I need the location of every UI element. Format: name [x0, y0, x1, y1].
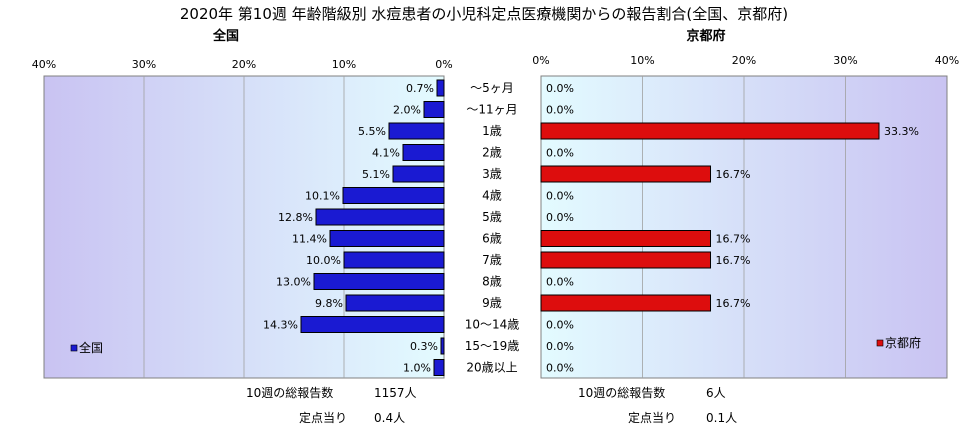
left-bar [423, 101, 445, 118]
left-tick-label: 30% [132, 58, 156, 71]
right-bar [540, 294, 712, 312]
left-bar [402, 144, 445, 161]
right-data-label: 16.7% [716, 233, 751, 246]
right-data-label: 0.0% [546, 104, 574, 117]
right-data-label: 0.0% [546, 276, 574, 289]
left-data-label: 5.1% [362, 168, 390, 181]
left-data-label: 9.8% [315, 297, 343, 310]
chart-title: 2020年 第10週 年齢階級別 水痘患者の小児科定点医療機関からの報告割合(全… [180, 5, 788, 23]
right-legend-label: 京都府 [885, 335, 921, 350]
category-label: ～11ヶ月 [466, 103, 517, 117]
right-axis-ticks: 0% 10% 20% 30% 40% [532, 54, 959, 67]
left-tick-label: 0% [435, 58, 452, 71]
right-data-label: 0.0% [546, 190, 574, 203]
left-panel-title: 全国 [212, 28, 239, 44]
right-data-label: 0.0% [546, 147, 574, 160]
right-data-label: 0.0% [546, 82, 574, 95]
right-data-label: 16.7% [716, 297, 751, 310]
right-legend-swatch [876, 339, 884, 347]
category-labels: ～5ヶ月 ～11ヶ月 1歳 2歳 3歳 4歳 5歳 6歳 7歳 8歳 9歳 10～14歳 15～19歳 2… [465, 81, 520, 375]
category-label: 20歳以上 [466, 361, 517, 375]
left-data-label: 2.0% [393, 104, 421, 117]
left-legend-label: 全国 [79, 340, 103, 355]
left-data-label: 1.0% [403, 362, 431, 375]
right-bar [540, 122, 880, 140]
left-per-value: 0.4人 [374, 411, 405, 425]
right-tick-label: 20% [732, 54, 756, 67]
left-total-label: 10週の総報告数 [246, 385, 333, 400]
right-panel-title: 京都府 [686, 28, 725, 44]
right-bars: 0.0% 0.0% 33.3% 0.0% 16.7% 0.0% 0.0% 16.7% 16.7%… [540, 82, 919, 375]
left-data-label: 4.1% [372, 147, 400, 160]
left-bar [315, 208, 445, 226]
left-bar [329, 230, 445, 247]
category-label: 9歳 [482, 296, 502, 310]
left-data-label: 11.4% [292, 233, 327, 246]
left-data-label: 12.8% [278, 211, 313, 224]
left-data-label: 0.7% [406, 82, 434, 95]
left-bar [345, 294, 445, 312]
left-data-label: 10.0% [306, 254, 341, 267]
right-data-label: 16.7% [716, 168, 751, 181]
category-label: ～5ヶ月 [470, 81, 514, 95]
left-bar [300, 316, 445, 333]
right-per-value: 0.1人 [706, 411, 737, 425]
left-data-label: 5.5% [358, 125, 386, 138]
left-bar [313, 273, 445, 290]
left-bar [388, 122, 445, 140]
right-total-value: 6人 [706, 386, 726, 400]
right-total-label: 10週の総報告数 [578, 385, 665, 400]
right-bar [540, 251, 712, 269]
right-bar [540, 165, 712, 183]
category-label: 6歳 [482, 232, 502, 246]
right-bar [540, 230, 712, 247]
right-per-label: 定点当り [628, 410, 676, 425]
category-label: 2歳 [482, 146, 502, 160]
left-per-label: 定点当り [299, 410, 347, 425]
left-tick-label: 10% [332, 58, 356, 71]
left-bar [433, 359, 445, 376]
category-label: 3歳 [482, 167, 502, 181]
left-tick-label: 20% [232, 58, 256, 71]
right-data-label: 0.0% [546, 340, 574, 353]
right-tick-label: 30% [833, 54, 857, 67]
left-total-value: 1157人 [374, 386, 417, 400]
left-tick-label: 40% [32, 58, 56, 71]
category-label: 1歳 [482, 124, 502, 138]
right-data-label: 0.0% [546, 319, 574, 332]
left-bars: 0.7% 2.0% 5.5% 4.1% 5.1% 10.1% 12.8% 11.4% 10.0%… [263, 79, 445, 376]
left-data-label: 13.0% [276, 276, 311, 289]
left-bar [436, 79, 445, 97]
category-label: 8歳 [482, 275, 502, 289]
right-data-label: 16.7% [716, 254, 751, 267]
right-tick-label: 40% [935, 54, 959, 67]
category-label: 15～19歳 [465, 339, 520, 353]
left-data-label: 14.3% [263, 319, 298, 332]
category-label: 5歳 [482, 210, 502, 224]
right-data-label: 0.0% [546, 211, 574, 224]
left-bar [392, 165, 445, 183]
right-data-label: 0.0% [546, 362, 574, 375]
left-data-label: 0.3% [410, 340, 438, 353]
category-label: 7歳 [482, 253, 502, 267]
right-legend: 京都府 [876, 335, 921, 350]
category-label: 10～14歳 [465, 318, 520, 332]
right-data-label: 33.3% [884, 125, 919, 138]
right-tick-label: 10% [630, 54, 654, 67]
left-legend-swatch [70, 344, 78, 352]
left-legend: 全国 [70, 340, 103, 355]
right-tick-label: 0% [532, 54, 549, 67]
left-bar [440, 337, 445, 355]
category-label: 4歳 [482, 189, 502, 203]
left-bar [343, 251, 445, 269]
left-data-label: 10.1% [305, 190, 340, 203]
left-bar [342, 187, 445, 204]
left-axis-ticks: 0% 10% 20% 30% 40% [32, 58, 453, 71]
